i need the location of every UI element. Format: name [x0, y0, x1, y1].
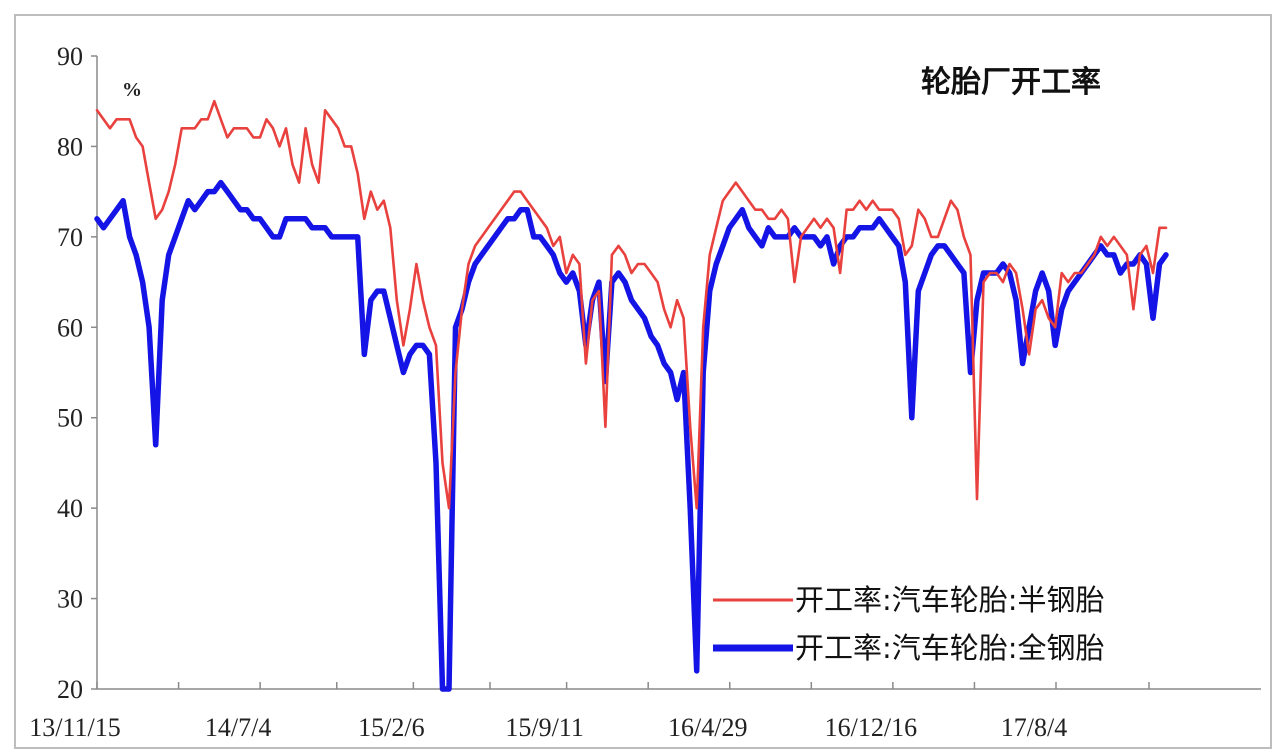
legend-item-all-steel: 开工率:汽车轮胎:全钢胎: [713, 631, 1105, 665]
legend: 开工率:汽车轮胎:半钢胎 开工率:汽车轮胎:全钢胎: [713, 583, 1105, 665]
y-tick-label: 20: [57, 675, 83, 704]
y-tick-label: 50: [57, 404, 83, 433]
axes: 20 30 40 50 60 70 80 90 13/11/15 14/7/4 15/2/6 15/9…: [29, 42, 1261, 742]
x-tick-label: 13/11/15: [29, 713, 120, 742]
x-tick-label: 15/9/11: [505, 713, 583, 742]
legend-label-all-steel: 开工率:汽车轮胎:全钢胎: [795, 631, 1105, 665]
y-tick-label: 70: [57, 223, 83, 252]
x-tick-label: 16/12/16: [825, 713, 917, 742]
x-tick-label: 15/2/6: [358, 713, 424, 742]
y-tick-label: 60: [57, 313, 83, 342]
y-tick-label: 30: [57, 585, 83, 614]
series-line-all-steel: [94, 179, 1169, 692]
x-tick-label: 14/7/4: [205, 713, 271, 742]
series-layer: [94, 99, 1169, 692]
legend-label-semi-steel: 开工率:汽车轮胎:半钢胎: [795, 583, 1105, 617]
series-line-semi-steel: [95, 99, 1168, 510]
chart: 20 30 40 50 60 70 80 90 13/11/15 14/7/4 15/2/6 15/9…: [29, 42, 1261, 742]
y-tick-label: 80: [57, 132, 83, 161]
y-tick-label: 90: [57, 42, 83, 71]
chart-title: 轮胎厂开工率: [921, 65, 1101, 100]
y-tick-label: 40: [57, 494, 83, 523]
legend-item-semi-steel: 开工率:汽车轮胎:半钢胎: [713, 583, 1105, 617]
x-tick-label: 16/4/29: [668, 713, 747, 742]
x-tick-label: 17/8/4: [1001, 713, 1067, 742]
y-unit-label: %: [122, 79, 142, 101]
chart-frame: 20 30 40 50 60 70 80 90 13/11/15 14/7/4 15/2/6 15/9…: [14, 14, 1272, 749]
